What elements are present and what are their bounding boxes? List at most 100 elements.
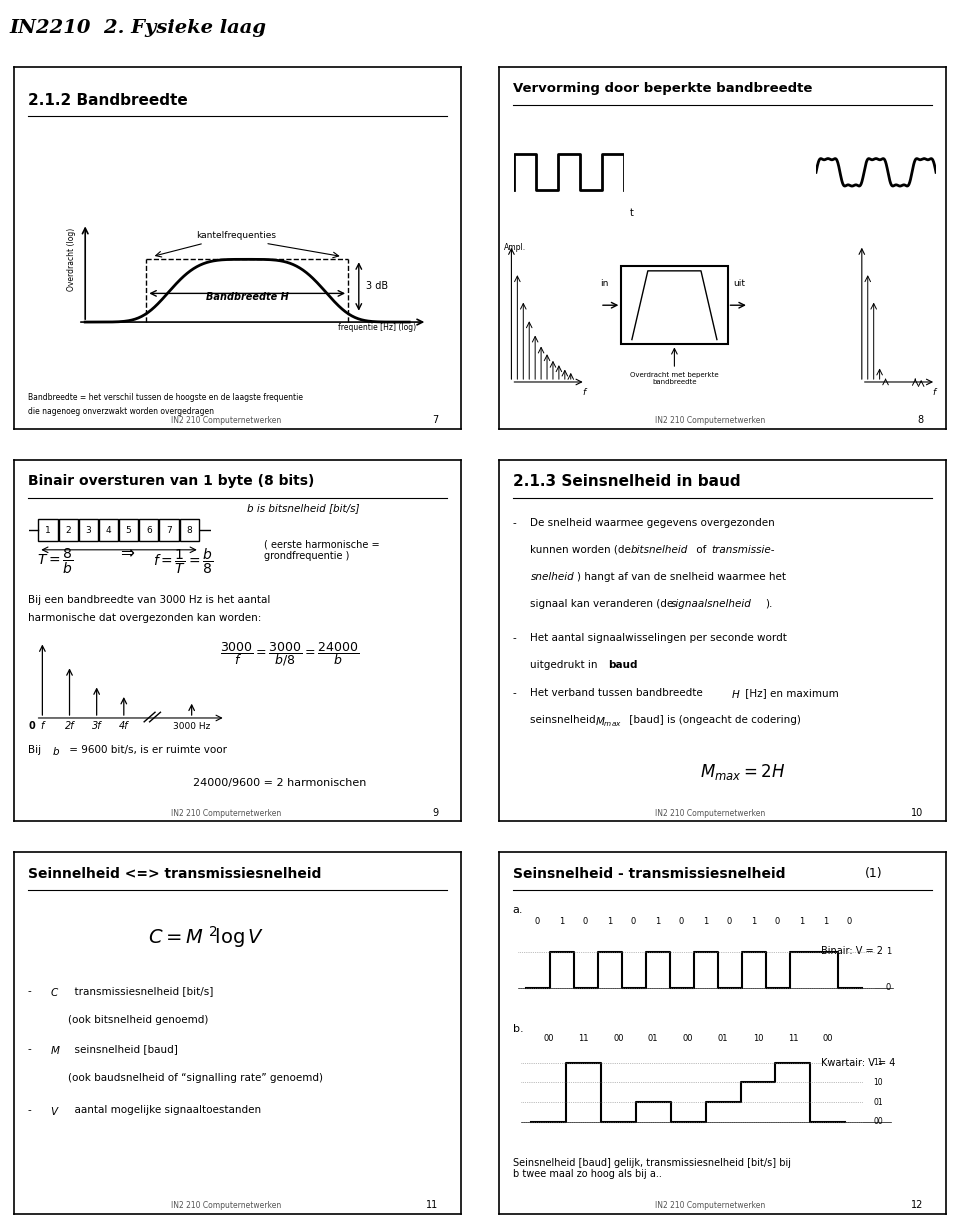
Text: signaal kan veranderen (de: signaal kan veranderen (de [531,600,677,609]
Text: IN2 210 Computernetwerken: IN2 210 Computernetwerken [171,1201,281,1210]
Bar [79,520,98,541]
Text: of: of [693,544,710,554]
Text: 10: 10 [911,808,924,818]
Text: 1: 1 [799,917,804,927]
Text: Binair oversturen van 1 byte (8 bits): Binair oversturen van 1 byte (8 bits) [28,474,314,488]
Text: $T = \dfrac{8}{b}$: $T = \dfrac{8}{b}$ [36,547,73,576]
Text: $b$: $b$ [53,745,60,758]
Text: 2.1.3 Seinsnelheid in baud: 2.1.3 Seinsnelheid in baud [513,474,740,489]
Text: IN2 210 Computernetwerken: IN2 210 Computernetwerken [171,417,281,425]
Text: b.: b. [513,1024,523,1034]
Text: 1: 1 [655,917,660,927]
Text: [Hz] en maximum: [Hz] en maximum [742,688,839,698]
Text: 1: 1 [823,917,828,927]
Text: uit: uit [732,278,745,288]
Text: baud: baud [609,661,638,671]
Text: signaalsnelheid: signaalsnelheid [671,600,752,609]
Text: ) hangt af van de snelheid waarmee het: ) hangt af van de snelheid waarmee het [577,571,786,582]
Text: kantelfrequenties: kantelfrequenties [197,230,276,239]
Text: 11: 11 [787,1034,798,1043]
Text: 2.1.2 Bandbreedte: 2.1.2 Bandbreedte [28,93,187,108]
Text: (ook bitsnelheid genoemd): (ook bitsnelheid genoemd) [68,1015,208,1025]
Text: Bandbreedte = het verschil tussen de hoogste en de laagste frequentie: Bandbreedte = het verschil tussen de hoo… [28,392,302,402]
Text: 0: 0 [727,917,732,927]
Text: 11: 11 [874,1058,882,1067]
Text: IN2 210 Computernetwerken: IN2 210 Computernetwerken [656,809,766,818]
Text: 1: 1 [45,526,51,535]
Text: -: - [513,688,516,698]
Text: snelheid: snelheid [531,571,574,582]
Bar [139,520,158,541]
Text: [baud] is (ongeacht de codering): [baud] is (ongeacht de codering) [627,715,802,725]
Text: f: f [932,389,935,397]
Text: 11: 11 [426,1200,439,1210]
Text: 1: 1 [751,917,756,927]
Text: ( eerste harmonische =
grondfrequentie ): ( eerste harmonische = grondfrequentie ) [264,539,380,562]
Text: Het aantal signaalwisselingen per seconde wordt: Het aantal signaalwisselingen per second… [531,634,787,644]
Text: 10: 10 [753,1034,763,1043]
Text: Overdracht (log): Overdracht (log) [67,228,76,292]
Text: $\dfrac{3000}{f} = \dfrac{3000}{b/8} = \dfrac{24000}{b}$: $\dfrac{3000}{f} = \dfrac{3000}{b/8} = \… [220,640,359,668]
Text: Bij een bandbreedte van 3000 Hz is het aantal: Bij een bandbreedte van 3000 Hz is het a… [28,596,270,606]
Text: -: - [513,634,516,644]
Bar [180,520,199,541]
Text: 00: 00 [613,1034,624,1043]
Text: Ampl.: Ampl. [504,243,526,253]
Text: 3 dB: 3 dB [366,282,388,292]
Text: 7: 7 [432,416,439,425]
Text: Seinsnelheid - transmissiesnelheid: Seinsnelheid - transmissiesnelheid [513,867,785,880]
Text: 1: 1 [703,917,708,927]
Text: Het verband tussen bandbreedte: Het verband tussen bandbreedte [531,688,707,698]
Text: transmissie-: transmissie- [711,544,775,554]
Text: 3: 3 [85,526,91,535]
Text: 0: 0 [847,917,852,927]
Text: 00: 00 [543,1034,554,1043]
Text: IN2 210 Computernetwerken: IN2 210 Computernetwerken [171,809,281,818]
Text: 24000/9600 = 2 harmonischen: 24000/9600 = 2 harmonischen [193,779,367,788]
Text: f: f [582,389,585,397]
Text: ).: ). [765,600,772,609]
Text: 0: 0 [775,917,780,927]
Text: 01: 01 [648,1034,659,1043]
Text: 8: 8 [186,526,192,535]
Bar [38,520,58,541]
Text: in: in [600,278,609,288]
Text: 9: 9 [432,808,439,818]
Bar [621,266,728,345]
Text: = 9600 bit/s, is er ruimte voor: = 9600 bit/s, is er ruimte voor [65,745,227,755]
Text: a.: a. [513,905,523,915]
Text: De snelheid waarmee gegevens overgezonden: De snelheid waarmee gegevens overgezonde… [531,517,775,527]
Bar [99,520,118,541]
Text: 8: 8 [917,416,924,425]
Text: seinsnelheid [baud]: seinsnelheid [baud] [68,1043,178,1054]
Text: 1: 1 [885,946,891,956]
Text: 7: 7 [166,526,172,535]
Text: t: t [630,207,634,218]
Text: 6: 6 [146,526,152,535]
Text: $M_{max}$: $M_{max}$ [595,715,622,728]
Text: IN2210  2. Fysieke laag: IN2210 2. Fysieke laag [10,18,267,37]
Text: 0: 0 [583,917,588,927]
Text: IN2 210 Computernetwerken: IN2 210 Computernetwerken [656,1201,766,1210]
Text: $M_{max} = 2H$: $M_{max} = 2H$ [700,761,785,782]
Text: 5: 5 [126,526,132,535]
Bar [59,520,78,541]
Text: die nagenoeg onverzwakt worden overgedragen: die nagenoeg onverzwakt worden overgedra… [28,407,214,417]
Text: 3f: 3f [92,721,102,732]
Text: 00: 00 [874,1117,883,1127]
Text: 12: 12 [911,1200,924,1210]
Text: Seinsnelheid [baud] gelijk, transmissiesnelheid [bit/s] bij
b twee maal zo hoog : Seinsnelheid [baud] gelijk, transmissies… [513,1157,791,1179]
Text: f: f [40,721,44,732]
Text: Kwartair: V = 4: Kwartair: V = 4 [821,1058,895,1068]
Text: Vervorming door beperkte bandbreedte: Vervorming door beperkte bandbreedte [513,82,812,94]
Text: $f = \dfrac{1}{T} = \dfrac{b}{8}$: $f = \dfrac{1}{T} = \dfrac{b}{8}$ [153,547,213,576]
Text: (1): (1) [865,867,883,879]
Text: bitsnelheid: bitsnelheid [631,544,688,554]
Text: 0: 0 [28,721,35,732]
Text: Bandbreedte H: Bandbreedte H [205,292,289,302]
Text: -: - [28,986,32,996]
Text: 00: 00 [823,1034,833,1043]
Text: -: - [513,517,516,527]
Text: 3000 Hz: 3000 Hz [173,722,210,732]
Text: Seinnelheid <=> transmissiesnelheid: Seinnelheid <=> transmissiesnelheid [28,867,322,880]
